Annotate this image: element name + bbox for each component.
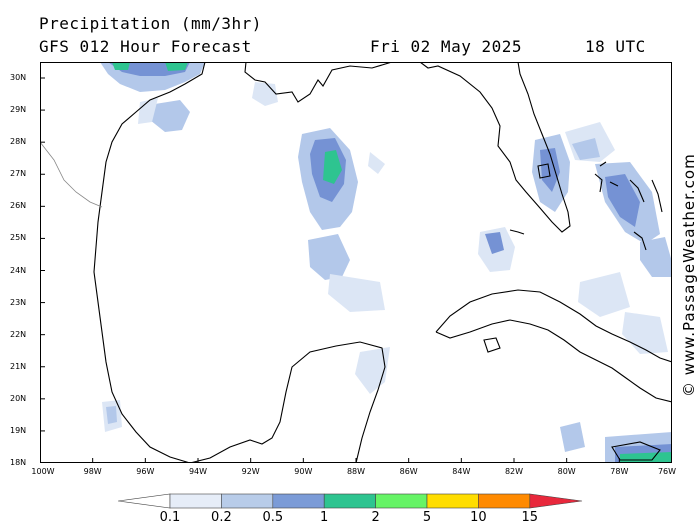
latitude-label: 24N [10,265,27,275]
us-mexico-border [40,141,103,208]
precip-patch-yucatan [355,347,390,394]
precip-patch-north-intense [112,62,130,70]
precip-patch-fl-west-core [485,232,504,254]
color-scale-segment [169,493,222,509]
precip-patch-la [252,82,278,106]
longitude-label: 84W [452,467,471,476]
forecast-time: 18 UTC [585,37,646,56]
latitude-label: 27N [10,169,27,179]
color-scale-label: 0.1 [159,510,181,525]
jamaica-coastline [611,441,661,461]
precip-patch-bahamas-core [605,174,640,227]
precip-patch-cuba-east [622,312,668,354]
precip-patch-cuba-light [578,272,630,317]
precipitation-map [40,62,672,463]
latitude-label: 18N [10,458,27,467]
lake-okeechobee [537,163,551,179]
precipitation-color-scale [118,493,583,509]
color-scale-segment [529,493,583,509]
color-scale-segments [118,493,583,509]
latitude-label: 20N [10,393,27,403]
precipitation-layer [100,62,672,463]
forecast-date: Fri 02 May 2025 [370,37,522,56]
color-scale-label: 15 [521,510,539,525]
longitude-label: 88W [346,467,366,476]
axis-ticks [40,77,672,463]
website-credit: © www.PassageWeather.com [680,153,698,397]
bahamas-islands [594,161,663,251]
mexico-coastline [189,341,386,463]
color-scale-segment [426,493,479,509]
precip-patch-tx-coast-light [138,98,158,124]
latitude-label: 26N [10,201,27,211]
precip-patch-central-intense [323,150,342,184]
color-scale-label: 5 [422,510,432,525]
latitude-label: 21N [10,361,27,371]
color-scale-label: 0.5 [262,510,284,525]
cuba-coastline [435,289,672,403]
border-layer [40,141,103,208]
longitude-label: 90W [294,467,313,476]
color-scale-segment [323,493,376,509]
map-frame [40,62,672,463]
precip-patch-north-intense-2 [165,62,188,71]
latitude-label: 30N [10,73,27,82]
color-scale-segment [375,493,428,509]
latitude-label: 28N [10,137,27,147]
longitude-label: 92W [241,467,260,476]
precip-patch-south-light [328,274,385,312]
latitude-label: 22N [10,329,27,339]
chart-title: Precipitation (mm/3hr) [39,14,262,33]
longitude-label: 96W [136,467,155,476]
longitude-label: 78W [610,467,629,476]
precip-patch-caribbean [560,422,585,452]
color-scale-segment [118,493,171,509]
coastline-layer [93,62,672,463]
longitude-label: 98W [83,467,102,476]
longitude-label: 82W [504,467,524,476]
color-scale-segment [272,493,325,509]
isla-juventud [483,337,501,353]
color-scale-label: 10 [470,510,487,525]
precip-patch-fl-east-core [540,148,560,192]
longitude-label: 86W [399,467,418,476]
longitude-label: 76W [657,467,677,476]
forecast-model-label: GFS 012 Hour Forecast [39,37,252,56]
longitude-label: 80W [557,467,576,476]
gulf-coastline [244,62,571,233]
precip-patch-bahamas-n-mid [572,138,600,160]
longitude-label: 94W [188,467,208,476]
color-scale-label: 2 [371,510,380,525]
latitude-label: 23N [10,297,27,307]
florida-keys [509,229,525,235]
precip-patch-bahamas-east [640,237,672,277]
longitude-label: 100W [31,467,55,476]
precip-patch-tx-coast [150,100,190,132]
color-scale-label: 0.2 [211,510,232,525]
color-scale-label: 1 [320,510,329,525]
latitude-label: 25N [10,233,27,243]
precip-patch-south [308,234,350,280]
precip-patch-central-light [368,152,385,174]
color-scale-segment [221,493,274,509]
latitude-label: 19N [10,425,27,435]
precip-patch-mex-coast-core [106,406,117,424]
latitude-label: 29N [10,105,27,115]
color-scale-segment [478,493,531,509]
texas-coastline [93,62,206,463]
